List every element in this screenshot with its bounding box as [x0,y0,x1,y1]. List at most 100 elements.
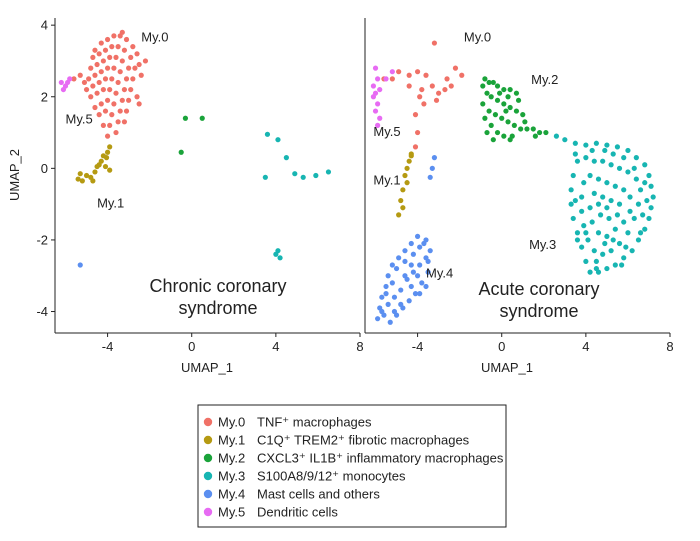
point-my3 [570,172,576,179]
point-my0 [119,58,125,64]
point-my0 [126,65,132,71]
point-my3 [583,142,589,148]
cluster-label: My.0 [141,29,168,44]
point-my3 [579,194,585,200]
point-my0 [92,47,98,53]
point-my3 [631,215,637,222]
point-my0 [98,101,104,107]
point-my2 [524,126,530,132]
point-my1 [400,205,406,211]
point-my3 [591,158,597,164]
point-my0 [448,83,454,89]
point-my3 [589,219,595,225]
point-my3 [642,226,648,232]
point-my2 [486,108,492,114]
legend-name: TNF⁺ macrophages [257,415,372,430]
point-my3 [629,248,635,254]
x-tick-label: 4 [272,339,279,354]
point-my0 [107,54,113,60]
point-my3 [572,140,578,146]
point-my3 [583,258,589,265]
point-my2 [497,90,503,96]
point-my1 [102,163,109,170]
point-my1 [408,151,414,157]
point-my0 [117,69,123,75]
legend-id: My.0 [218,415,245,430]
point-my2 [199,115,205,121]
point-my3 [648,205,654,211]
point-my3 [637,187,644,193]
point-my3 [587,172,593,179]
point-my0 [111,101,117,107]
legend-id: My.4 [218,487,245,502]
point-my0 [142,58,149,64]
point-my3 [625,147,631,154]
point-my0 [102,47,109,53]
point-my1 [107,144,113,150]
point-my0 [417,94,423,100]
point-my3 [612,183,618,189]
point-my2 [492,112,499,118]
point-my0 [109,76,115,82]
x-tick-label: 8 [356,339,363,354]
point-my5 [377,86,383,93]
point-my3 [604,205,610,211]
point-my0 [136,101,142,107]
point-my3 [585,237,591,243]
point-my2 [520,112,526,118]
point-my0 [389,76,395,82]
legend-id: My.3 [218,469,245,484]
point-my3 [325,169,332,175]
cluster-label: My.5 [373,124,400,139]
legend-swatch [203,435,213,445]
point-my0 [444,76,450,82]
point-my3 [589,147,595,154]
point-my3 [633,155,639,161]
point-my0 [113,54,119,60]
point-my0 [104,133,111,139]
point-my3 [579,244,585,250]
point-my2 [499,115,505,121]
point-my3 [595,176,602,182]
point-my3 [625,169,631,175]
condition-label-line: syndrome [178,298,257,318]
point-my2 [501,101,507,107]
point-my2 [182,115,189,121]
points [58,29,332,268]
point-my4 [398,301,404,307]
point-my3 [616,201,623,207]
point-my3 [621,255,627,261]
point-my4 [385,301,391,307]
point-my0 [96,112,102,118]
condition-label: Acute coronary syndrome [478,279,599,321]
legend: My.0 TNF⁺ macrophages My.1 C1Q⁺ TREM2⁺ fibr… [197,404,507,528]
condition-label-line: syndrome [499,301,578,321]
point-my3 [600,158,606,164]
point-my3 [591,190,597,196]
point-my0 [104,65,111,71]
point-my3 [574,158,581,164]
point-my0 [98,40,104,46]
point-my5 [383,76,389,82]
cluster-labels: My.0 My.5 My.1 [66,29,169,210]
cluster-label: My.0 [464,29,491,44]
point-my4 [398,287,404,293]
point-my0 [136,61,142,68]
point-my5 [67,76,73,82]
legend-swatch [203,453,213,463]
point-my3 [593,265,599,272]
point-my3 [616,240,623,247]
point-my5 [377,115,383,121]
y-tick-label: 4 [41,18,48,33]
point-my0 [90,83,96,89]
point-my4 [396,255,402,261]
point-my0 [406,83,412,89]
point-my0 [71,76,77,82]
point-my3 [627,194,633,200]
point-my2 [511,122,517,128]
panel-acute: -4 0 4 8 My.0 My.2 My.5 My.1 My.3 My.4 Acute cor… [364,18,674,375]
point-my0 [132,65,138,71]
point-my0 [121,119,128,125]
point-my3 [635,237,642,243]
point-my0 [90,54,96,60]
